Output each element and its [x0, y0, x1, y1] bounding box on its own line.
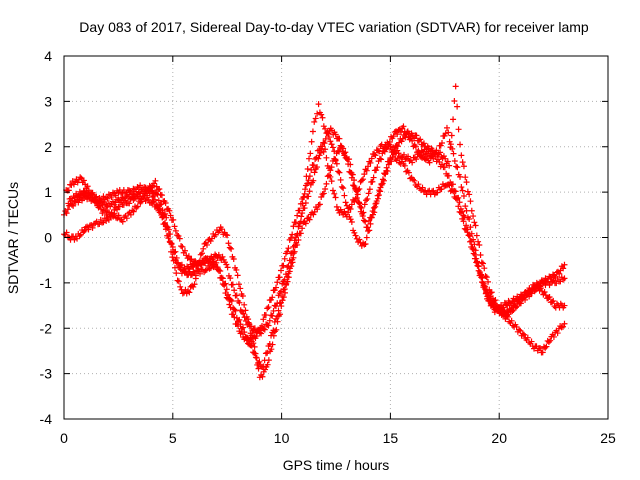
series-markers [65, 123, 568, 337]
y-tick-label: -4 [40, 411, 53, 427]
x-tick-label: 5 [169, 430, 177, 446]
axis-ticks: 0 5 10 15 20 25 -4 -3 -2 -1 0 1 2 3 4 [40, 48, 616, 446]
series-track-4 [65, 123, 568, 337]
y-tick-label: 3 [44, 93, 52, 109]
x-axis-label: GPS time / hours [283, 457, 390, 473]
y-axis-label: SDTVAR / TECUs [5, 182, 21, 294]
y-tick-label: 2 [44, 139, 52, 155]
y-tick-label: -1 [40, 275, 53, 291]
x-tick-label: 20 [491, 430, 507, 446]
x-tick-label: 15 [383, 430, 399, 446]
y-tick-label: -3 [40, 366, 53, 382]
x-tick-label: 25 [600, 430, 616, 446]
series-markers [63, 83, 568, 381]
y-tick-label: 4 [44, 48, 52, 64]
grid [64, 56, 608, 419]
series-markers [61, 143, 568, 370]
y-tick-label: -2 [40, 320, 53, 336]
x-tick-label: 10 [274, 430, 290, 446]
y-tick-label: 1 [44, 184, 52, 200]
chart-title: Day 083 of 2017, Sidereal Day-to-day VTE… [79, 19, 589, 35]
data-points [61, 83, 568, 381]
y-tick-label: 0 [44, 230, 52, 246]
series-track-3 [63, 83, 568, 381]
series-track-2 [61, 143, 568, 370]
x-tick-label: 0 [60, 430, 68, 446]
